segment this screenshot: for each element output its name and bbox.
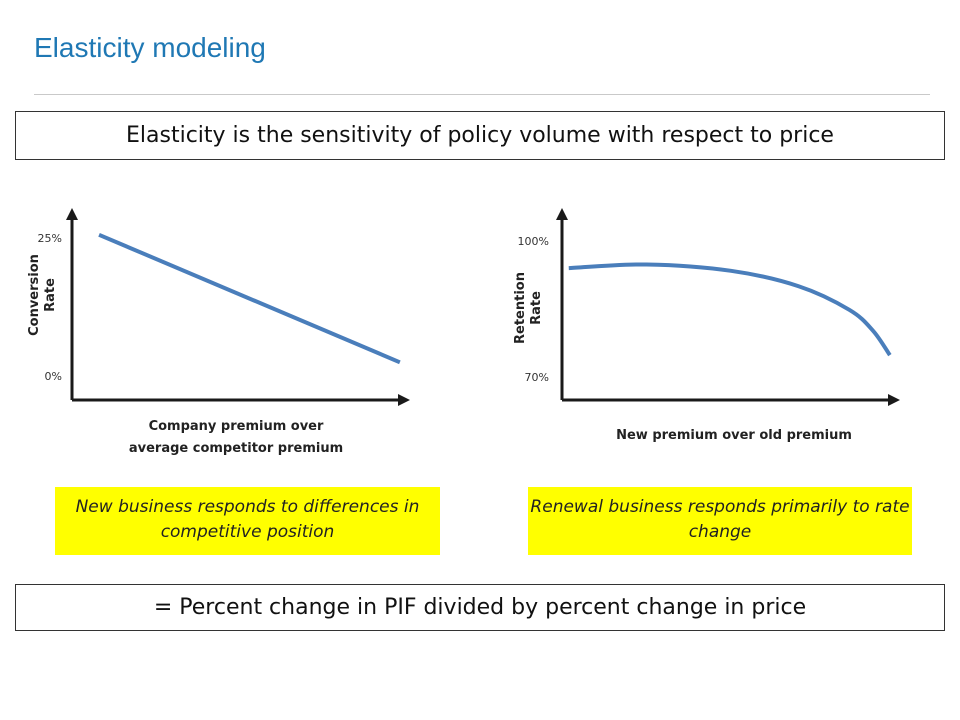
y-axis-label: RetentionRate [513,272,544,344]
definition-box: Elasticity is the sensitivity of policy … [15,111,945,160]
y-axis-label-line: Conversion [27,254,42,336]
formula-box: = Percent change in PIF divided by perce… [15,584,945,631]
y-tick-label: 100% [518,235,549,248]
retention-axes [556,208,900,406]
series-line [98,232,401,365]
x-axis-arrowhead [888,394,900,406]
x-axis-label: New premium over old premium [616,428,852,443]
title-divider [34,94,930,95]
x-axis-label: Company premium over [149,419,324,434]
conversion-rate-chart: 25% 0% ConversionRate Company premium over a… [27,208,410,456]
series-line [568,262,892,357]
conversion-axes [66,208,410,406]
y-axis-arrowhead [556,208,568,220]
y-axis-label-line: Retention [513,272,528,344]
definition-text: Elasticity is the sensitivity of policy … [126,123,834,148]
retention-rate-chart: 100% 70% RetentionRate New premium over old… [513,208,900,443]
renewal-business-note-text: Renewal business responds primarily to r… [530,497,910,542]
x-axis-arrowhead [398,394,410,406]
y-axis-label: ConversionRate [27,254,58,336]
y-axis-arrowhead [66,208,78,220]
y-tick-label: 70% [525,371,549,384]
y-tick-label: 0% [45,370,62,383]
x-axis-label: average competitor premium [129,441,343,456]
y-tick-label: 25% [38,232,62,245]
slide-title: Elasticity modeling [34,32,266,63]
new-business-note: New business responds to differences in … [55,487,440,555]
y-axis-label-line: Rate [43,278,58,312]
renewal-business-note: Renewal business responds primarily to r… [528,487,912,555]
formula-text: = Percent change in PIF divided by perce… [153,595,807,620]
new-business-note-text: New business responds to differences in … [75,497,420,542]
y-axis-label-line: Rate [529,291,544,325]
